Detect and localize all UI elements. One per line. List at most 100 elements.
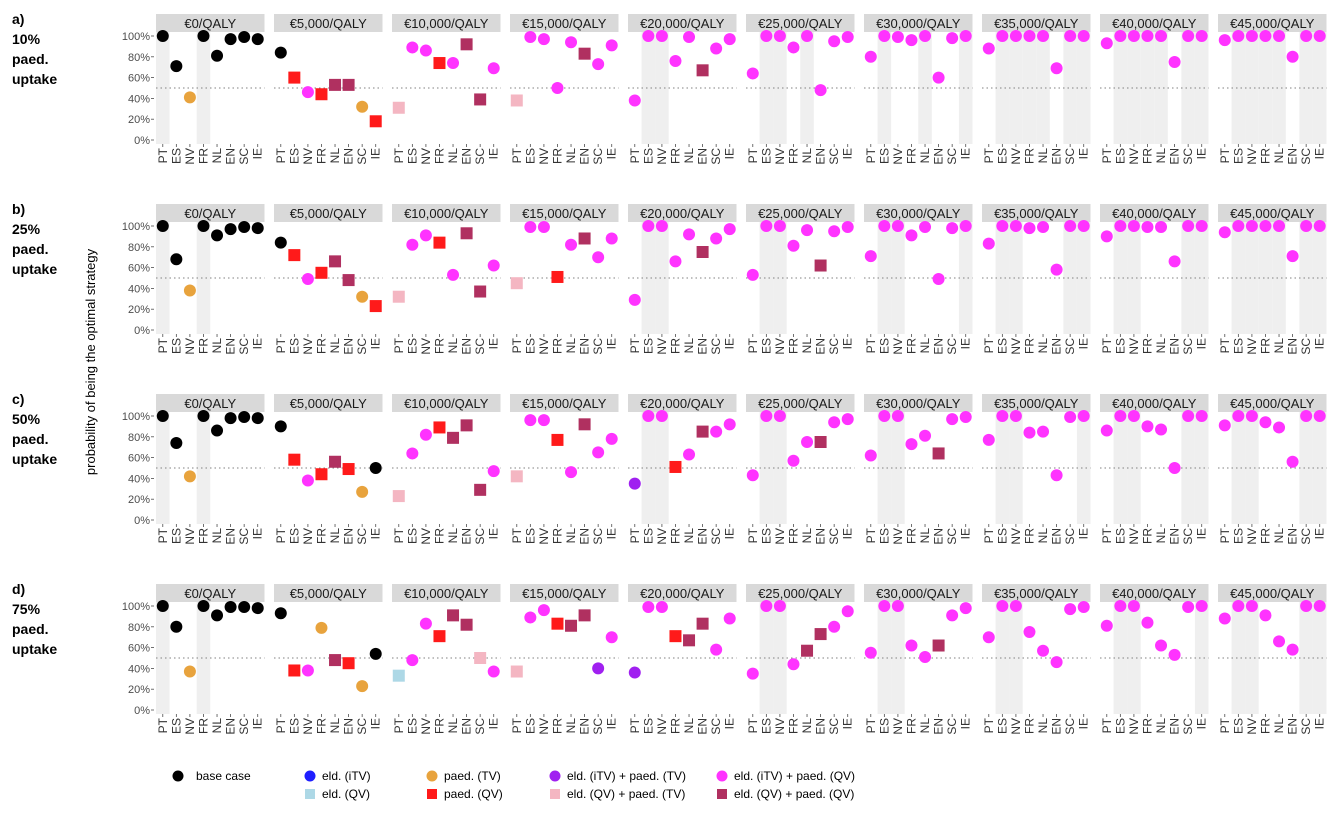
- x-tick-3-4-0: PT: [628, 717, 642, 733]
- x-tick-2-6-2: NV: [891, 528, 905, 545]
- point-3-5-PT: [746, 667, 759, 680]
- x-tick-2-8-3: FR: [1140, 528, 1154, 544]
- x-tick-1-8-0: PT: [1100, 337, 1114, 353]
- x-tick-2-6-7: IE: [959, 528, 973, 539]
- x-tick-0-5-4: NL: [800, 148, 814, 164]
- point-0-3-EN: [578, 47, 591, 60]
- x-tick-3-4-6: SC: [709, 718, 723, 735]
- point-1-8-SC: [1182, 220, 1195, 232]
- point-0-3-SC: [592, 58, 605, 71]
- x-tick-1-0-4: NL: [210, 338, 224, 354]
- y-tick-3-1: 20%: [128, 684, 150, 696]
- point-2-0-FR: [197, 410, 210, 422]
- x-tick-0-3-1: ES: [523, 148, 537, 164]
- point-2-3-NV: [537, 414, 550, 427]
- shade-band-1-9-4: [1272, 222, 1286, 334]
- facet-title-0-4: €20,000/QALY: [640, 16, 725, 31]
- x-tick-0-9-6: SC: [1299, 148, 1313, 165]
- point-1-5-SC: [828, 225, 841, 238]
- shade-band-0-7-3: [1022, 32, 1037, 144]
- x-tick-0-0-0: PT: [156, 147, 170, 163]
- point-3-2-FR: [433, 630, 446, 643]
- facet-title-1-0: €0/QALY: [184, 206, 236, 221]
- point-2-2-SC: [474, 483, 487, 496]
- x-tick-1-8-1: ES: [1113, 338, 1127, 354]
- facet-strip-3-0: [156, 584, 265, 602]
- facet-title-2-6: €30,000/QALY: [876, 396, 961, 411]
- facet-title-0-5: €25,000/QALY: [758, 16, 843, 31]
- point-1-2-PT: [392, 290, 405, 303]
- point-1-4-NV: [655, 220, 668, 232]
- point-0-1-IE: [369, 115, 382, 128]
- x-tick-1-5-1: ES: [759, 338, 773, 354]
- x-tick-2-7-4: NL: [1036, 528, 1050, 544]
- x-tick-0-4-5: EN: [696, 148, 710, 165]
- x-tick-2-3-3: FR: [550, 528, 564, 544]
- x-tick-2-8-5: EN: [1168, 528, 1182, 545]
- point-0-5-SC: [828, 35, 841, 48]
- x-tick-1-5-0: PT: [746, 337, 760, 353]
- x-tick-0-9-0: PT: [1218, 147, 1232, 163]
- legend-key-eQV_pQV: [717, 789, 727, 799]
- point-0-4-NV: [655, 30, 668, 42]
- facet-strip-0-8: [1100, 14, 1209, 32]
- x-tick-0-5-5: EN: [814, 148, 828, 165]
- x-tick-3-3-4: NL: [564, 718, 578, 734]
- x-tick-3-9-6: SC: [1299, 718, 1313, 735]
- point-0-2-NL: [447, 57, 460, 70]
- y-axis-title: probability of being the optimal strateg…: [83, 248, 98, 475]
- legend-key-eiTV_pTV: [549, 770, 561, 782]
- point-2-8-IE: [1195, 410, 1208, 422]
- shade-band-2-6-2: [891, 412, 905, 524]
- point-2-3-FR: [551, 433, 564, 446]
- point-3-7-EN: [1050, 656, 1063, 669]
- x-tick-1-2-1: ES: [405, 338, 419, 354]
- x-tick-2-3-7: IE: [605, 528, 619, 539]
- shade-band-1-9-7: [1312, 222, 1327, 334]
- x-tick-1-7-7: IE: [1077, 338, 1091, 349]
- shade-band-2-7-2: [1009, 412, 1023, 524]
- x-tick-1-3-2: NV: [537, 338, 551, 355]
- point-3-9-EN: [1286, 643, 1299, 656]
- point-2-6-NV: [891, 410, 904, 422]
- x-tick-1-3-0: PT: [510, 337, 524, 353]
- x-tick-3-9-1: ES: [1231, 718, 1245, 734]
- point-0-2-PT: [392, 101, 405, 114]
- facet-title-2-7: €35,000/QALY: [994, 396, 1079, 411]
- facet-strip-1-9: [1218, 204, 1327, 222]
- point-2-6-SC: [946, 413, 959, 426]
- x-tick-3-5-7: IE: [841, 718, 855, 729]
- x-tick-2-0-5: EN: [224, 528, 238, 545]
- x-tick-1-1-6: SC: [355, 338, 369, 355]
- legend-key-eQV_pTV: [550, 789, 560, 799]
- shade-band-0-5-2: [773, 32, 787, 144]
- shade-band-1-4-2: [655, 222, 669, 334]
- x-tick-2-2-0: PT: [392, 527, 406, 543]
- facet-strip-2-6: [864, 394, 973, 412]
- point-3-7-NV: [1009, 600, 1022, 612]
- facet-strip-3-2: [392, 584, 501, 602]
- x-tick-0-6-2: NV: [891, 148, 905, 165]
- x-tick-1-2-3: FR: [432, 338, 446, 354]
- point-2-8-ES: [1114, 410, 1127, 422]
- y-tick-1-4: 80%: [128, 242, 150, 254]
- shade-band-0-5-4: [800, 32, 814, 144]
- facet-title-2-2: €10,000/QALY: [404, 396, 489, 411]
- x-tick-3-7-5: EN: [1050, 718, 1064, 735]
- point-0-8-SC: [1182, 30, 1195, 42]
- x-tick-2-3-6: SC: [591, 528, 605, 545]
- point-3-5-NV: [773, 600, 786, 612]
- x-tick-1-7-2: NV: [1009, 338, 1023, 355]
- legend-label-eiTV: eld. (iTV): [322, 769, 371, 783]
- legend-label-eQV: eld. (QV): [322, 787, 370, 801]
- point-1-1-ES: [288, 249, 301, 262]
- point-0-7-NL: [1037, 30, 1050, 42]
- point-1-0-FR: [197, 220, 210, 232]
- point-0-3-NL: [565, 36, 578, 49]
- shade-band-2-8-6: [1181, 412, 1195, 524]
- shade-band-0-4-1: [641, 32, 656, 144]
- x-tick-3-3-3: FR: [550, 718, 564, 734]
- point-2-5-NL: [801, 436, 814, 448]
- x-tick-3-4-3: FR: [668, 718, 682, 734]
- x-tick-0-5-0: PT: [746, 147, 760, 163]
